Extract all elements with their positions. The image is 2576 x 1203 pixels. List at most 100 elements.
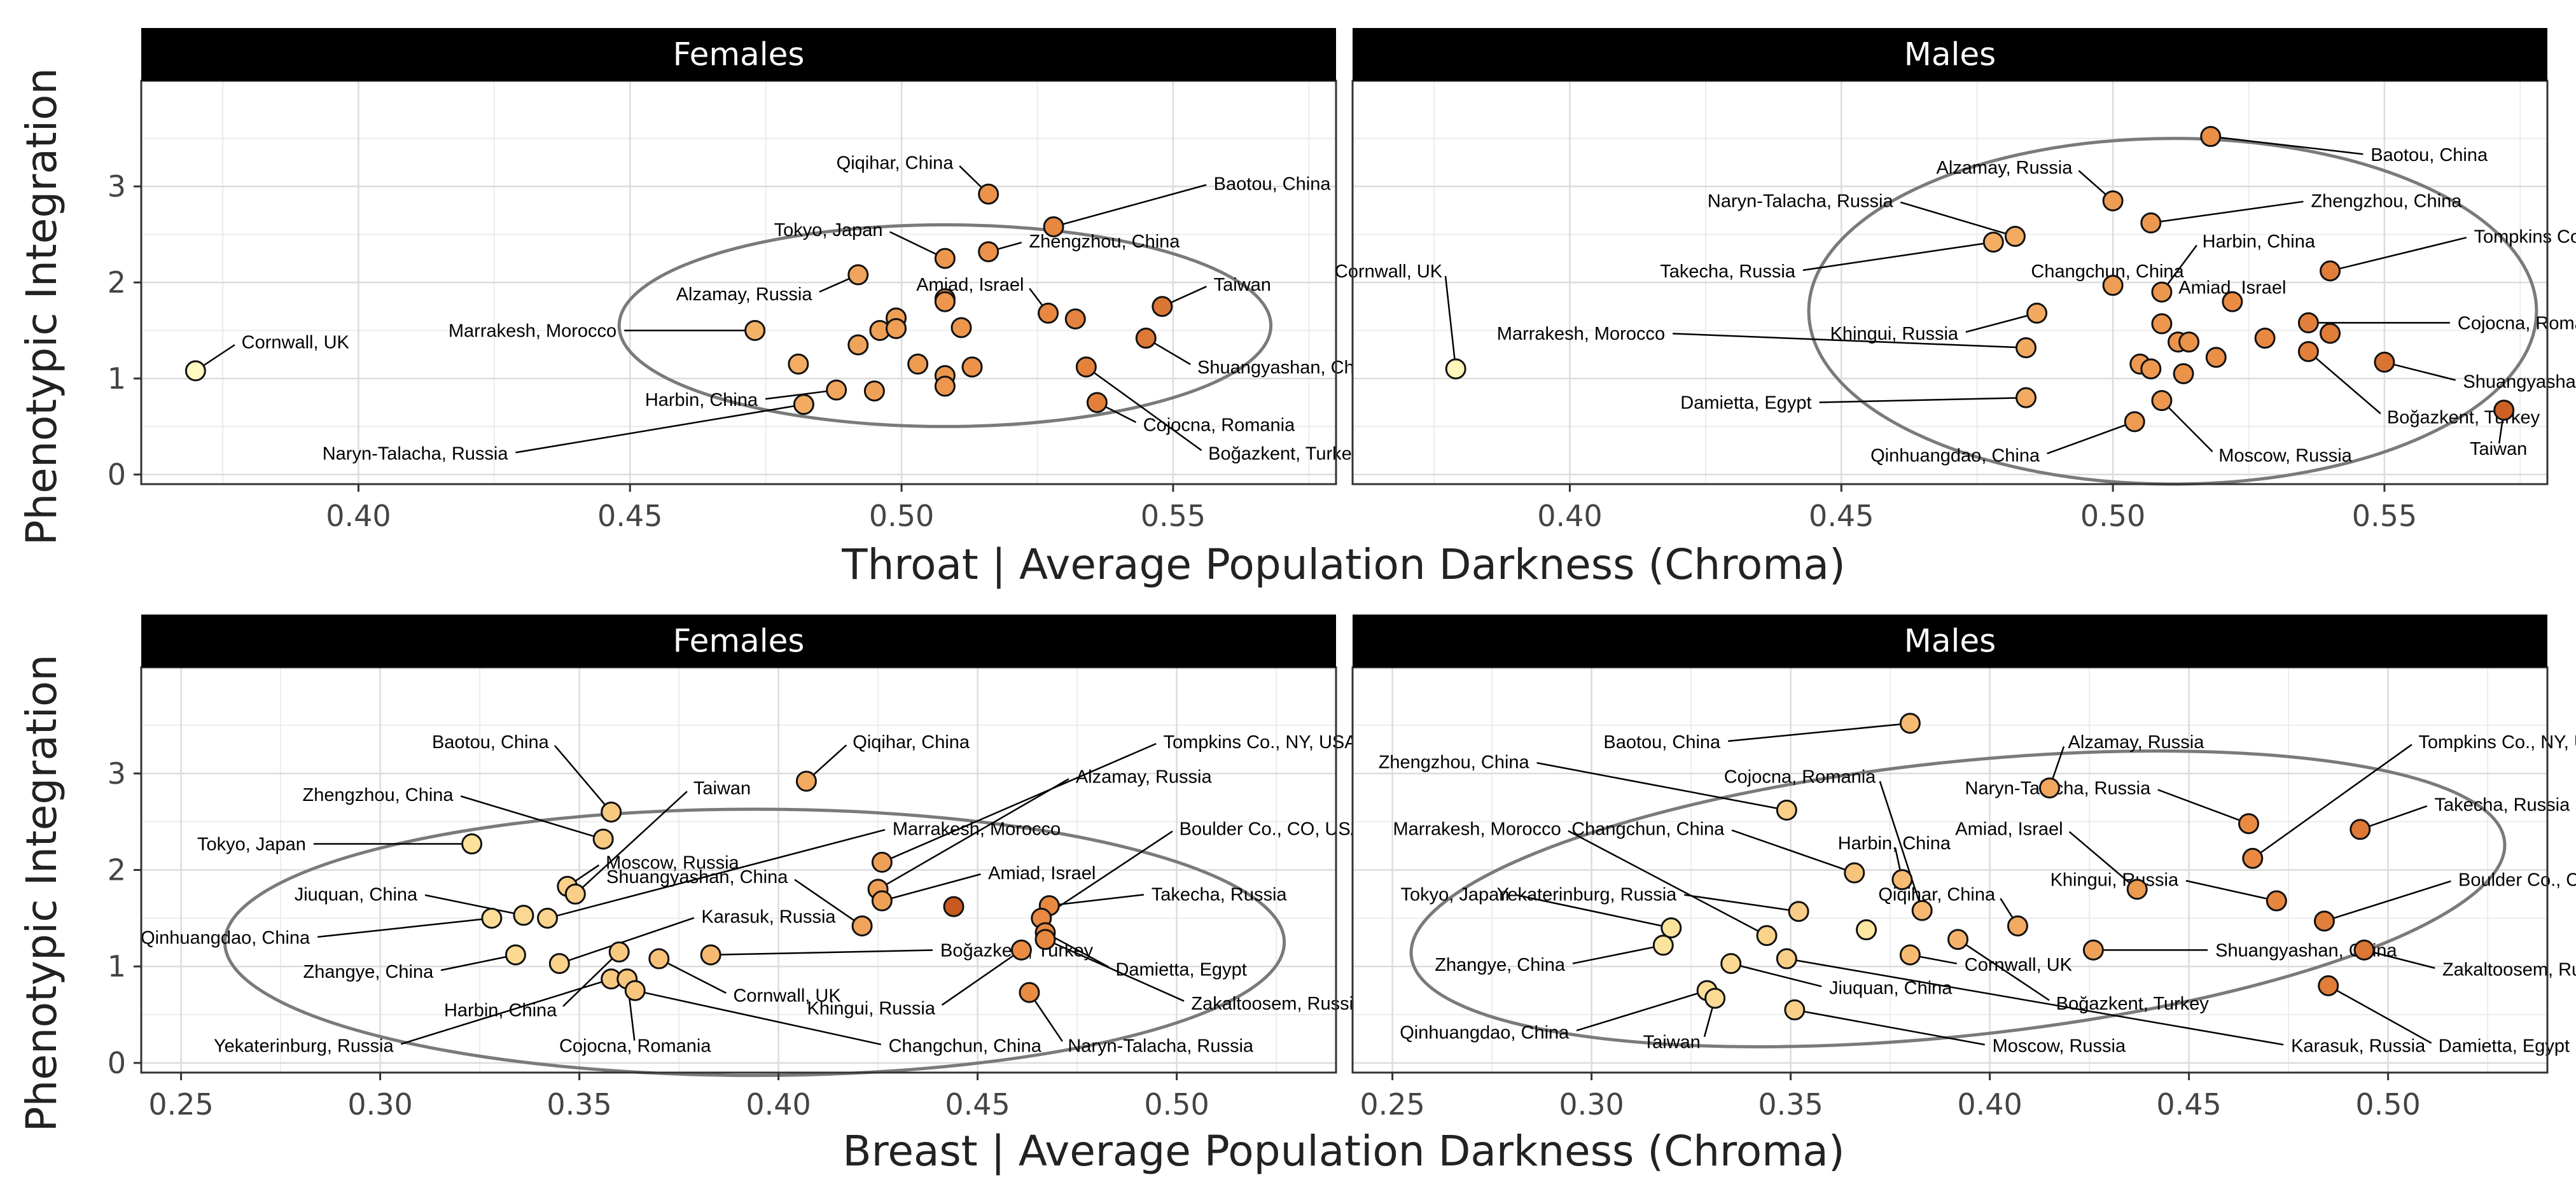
data-point bbox=[2016, 337, 2037, 359]
point-label: Yekaterinburg, Russia bbox=[214, 1036, 394, 1057]
label-leader-line bbox=[440, 954, 516, 971]
y-tick-label: 2 bbox=[108, 265, 126, 300]
data-point bbox=[648, 948, 670, 970]
point-label: Baotou, China bbox=[1214, 174, 1332, 195]
data-point bbox=[1720, 953, 1742, 975]
x-tick-label: 0.35 bbox=[1758, 1087, 1823, 1122]
point-label: Moscow, Russia bbox=[2218, 446, 2352, 466]
data-point bbox=[744, 319, 766, 341]
data-point bbox=[1776, 799, 1797, 821]
point-label: Marrakesh, Morocco bbox=[893, 819, 1061, 839]
y-tick-label: 1 bbox=[108, 361, 126, 396]
point-label: Marrakesh, Morocco bbox=[1497, 324, 1665, 344]
point-label: Boğazkent, Turkey bbox=[2387, 407, 2540, 428]
data-point bbox=[2151, 390, 2173, 412]
point-label: Marrakesh, Morocco bbox=[449, 321, 616, 341]
point-label: Zhengzhou, China bbox=[2311, 191, 2462, 212]
point-label: Shuangyashan, China bbox=[2463, 372, 2576, 392]
point-label: Naryn-Talacha, Russia bbox=[1068, 1036, 1254, 1057]
point-label: Tompkins Co., NY, USA bbox=[2474, 227, 2576, 247]
point-label: Naryn-Talacha, Russia bbox=[1708, 191, 1894, 212]
point-label: Qiqihar, China bbox=[837, 153, 954, 173]
confidence-ellipse bbox=[617, 223, 1273, 428]
data-point bbox=[2016, 387, 2037, 408]
point-label: Yekaterinburg, Russia bbox=[1497, 884, 1678, 905]
point-label: Qinhuangdao, China bbox=[1400, 1022, 1570, 1043]
panel-throat-males: Cornwall, UK Baotou, China Alzamay, Russia… bbox=[1335, 28, 2576, 533]
label-leader-line bbox=[1819, 396, 2026, 403]
data-point bbox=[1019, 982, 1040, 1003]
point-label: Boulder Co., CO, USA bbox=[1180, 819, 1363, 839]
y-tick-label: 0 bbox=[108, 457, 126, 492]
point-label: Zhengzhou, China bbox=[1379, 753, 1530, 773]
data-point bbox=[184, 360, 206, 382]
data-point bbox=[624, 980, 646, 1001]
data-point bbox=[1038, 302, 1059, 324]
label-leader-line bbox=[2308, 351, 2381, 415]
point-label: Khingui, Russia bbox=[2050, 870, 2179, 891]
point-label: Changchun, China bbox=[1571, 819, 1725, 839]
point-label: Damietta, Egypt bbox=[1680, 393, 1811, 414]
point-label: Boğazkent, Turkey bbox=[2056, 994, 2210, 1014]
y-tick-label: 0 bbox=[108, 1046, 126, 1080]
data-point bbox=[2374, 351, 2395, 373]
label-leader-line bbox=[424, 894, 524, 917]
panel-breast-females: Baotou, China Zhengzhou, China Tokyo, Japa… bbox=[108, 615, 1364, 1122]
data-point bbox=[950, 317, 972, 338]
label-leader-line bbox=[460, 795, 604, 840]
data-point bbox=[1899, 944, 1921, 966]
data-point bbox=[2039, 777, 2060, 799]
point-label: Takecha, Russia bbox=[2434, 795, 2570, 815]
x-tick-label: 0.50 bbox=[2355, 1087, 2420, 1122]
data-point bbox=[2320, 260, 2341, 282]
data-point bbox=[2007, 915, 2028, 936]
point-label: Cojocna, Romania bbox=[1143, 415, 1295, 435]
data-point bbox=[1756, 925, 1778, 947]
data-point bbox=[788, 353, 809, 375]
data-point bbox=[461, 833, 483, 855]
point-label: Takecha, Russia bbox=[1152, 884, 1288, 905]
point-label: Baotou, China bbox=[432, 732, 550, 753]
data-point bbox=[871, 851, 893, 873]
label-leader-line bbox=[1728, 722, 1911, 742]
point-label: Harbin, China bbox=[2203, 232, 2316, 252]
point-label: Boğazkent, Turkey bbox=[1208, 444, 1361, 464]
point-label: Harbin, China bbox=[1838, 833, 1951, 854]
label-leader-line bbox=[1041, 830, 1173, 919]
point-label: Zakaltoosem, Russia bbox=[2442, 960, 2576, 980]
confidence-ellipse bbox=[223, 807, 1286, 1078]
y-tick-label: 1 bbox=[108, 949, 126, 984]
data-point bbox=[2320, 323, 2341, 344]
point-label: Qinhuangdao, China bbox=[1870, 446, 2040, 466]
x-tick-label: 0.40 bbox=[1537, 499, 1602, 533]
x-tick-label: 0.45 bbox=[945, 1087, 1010, 1122]
label-leader-line bbox=[1045, 931, 1110, 968]
x-tick-label: 0.55 bbox=[2352, 499, 2417, 533]
data-point bbox=[871, 890, 893, 912]
data-point bbox=[1704, 987, 1726, 1009]
data-point bbox=[2493, 400, 2515, 421]
label-leader-line bbox=[1572, 944, 1664, 964]
data-point bbox=[700, 944, 721, 966]
data-point bbox=[886, 317, 907, 339]
point-label: Cornwall, UK bbox=[733, 986, 841, 1006]
label-leader-line bbox=[317, 917, 492, 938]
data-point bbox=[548, 953, 570, 975]
point-label: Tokyo, Japan bbox=[774, 220, 883, 240]
panel-throat-females: Cornwall, UK Marrakesh, Morocco Alzamay, R… bbox=[108, 28, 1379, 533]
label-leader-line bbox=[1786, 957, 2284, 1046]
data-point bbox=[2126, 879, 2148, 900]
point-label: Alzamay, Russia bbox=[676, 284, 813, 305]
data-point bbox=[2151, 281, 2173, 303]
confidence-ellipse bbox=[1409, 749, 2507, 1048]
point-label: Moscow, Russia bbox=[1993, 1036, 2126, 1057]
y-tick-label: 2 bbox=[108, 853, 126, 887]
data-point bbox=[826, 379, 847, 401]
data-point bbox=[795, 770, 817, 792]
data-point bbox=[2313, 910, 2335, 932]
x-axis-title-throat: Throat | Average Population Darkness (Ch… bbox=[841, 540, 1846, 589]
point-label: Marrakesh, Morocco bbox=[1393, 819, 1561, 839]
data-point bbox=[1086, 392, 1108, 414]
data-point bbox=[1075, 356, 1097, 378]
data-point bbox=[851, 915, 873, 936]
